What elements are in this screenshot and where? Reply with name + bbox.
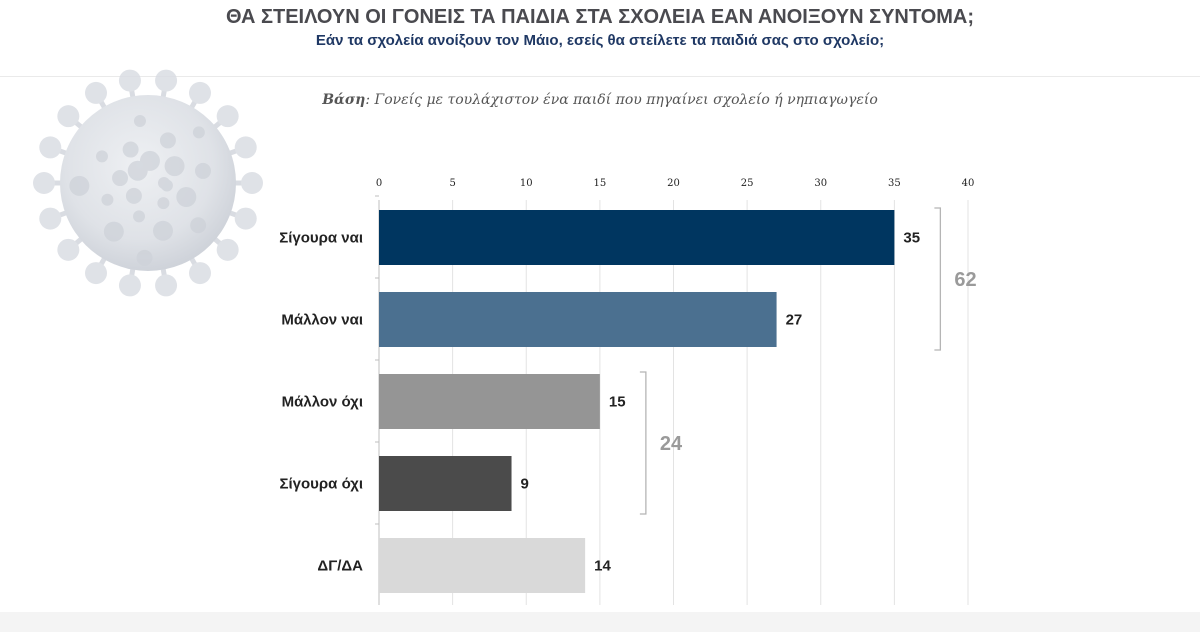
category-label: Μάλλον ναι bbox=[281, 312, 363, 329]
coronavirus-illustration bbox=[33, 69, 263, 297]
bar bbox=[379, 374, 600, 429]
x-tick-label: 30 bbox=[814, 178, 827, 189]
page-title: ΘΑ ΣΤΕΙΛΟΥΝ ΟΙ ΓΟΝΕΙΣ ΤΑ ΠΑΙΔΙΑ ΣΤΑ ΣΧΟΛ… bbox=[225, 6, 975, 28]
value-label: 27 bbox=[786, 312, 803, 329]
group-total-label: 24 bbox=[660, 433, 683, 455]
x-tick-label: 0 bbox=[376, 178, 382, 189]
footer-band bbox=[0, 612, 1200, 632]
x-tick-label: 25 bbox=[741, 178, 754, 189]
bar bbox=[379, 538, 586, 593]
header: ΘΑ ΣΤΕΙΛΟΥΝ ΟΙ ΓΟΝΕΙΣ ΤΑ ΠΑΙΔΙΑ ΣΤΑ ΣΧΟΛ… bbox=[0, 4, 1200, 52]
group-bracket bbox=[639, 371, 647, 515]
category-label: Σίγουρα ναι bbox=[279, 230, 363, 247]
value-label: 35 bbox=[903, 230, 920, 247]
group-bracket bbox=[934, 207, 942, 351]
x-tick-label: 5 bbox=[449, 178, 455, 189]
x-tick-label: 40 bbox=[962, 178, 975, 189]
basis-text: : Γονείς με τουλάχιστον ένα παιδί που πη… bbox=[365, 92, 878, 108]
value-label: 14 bbox=[594, 558, 611, 575]
group-total-label: 62 bbox=[954, 269, 976, 291]
bar bbox=[379, 210, 895, 265]
x-tick-label: 15 bbox=[594, 178, 607, 189]
value-label: 15 bbox=[609, 394, 626, 411]
category-label: Σίγουρα όχι bbox=[280, 476, 364, 493]
basis-note: Βάση: Γονείς με τουλάχιστον ένα παιδί πο… bbox=[0, 92, 1200, 108]
bar bbox=[379, 292, 777, 347]
header-divider bbox=[0, 76, 1200, 77]
category-label: Μάλλον όχι bbox=[282, 394, 363, 411]
bar bbox=[379, 456, 512, 511]
x-tick-label: 35 bbox=[888, 178, 901, 189]
x-tick-label: 10 bbox=[520, 178, 533, 189]
page-subtitle: Εάν τα σχολεία ανοίξουν τον Μάιο, εσείς … bbox=[315, 32, 885, 49]
basis-label: Βάση bbox=[322, 92, 366, 108]
value-label: 9 bbox=[521, 476, 529, 493]
x-tick-label: 20 bbox=[667, 178, 680, 189]
category-label: ΔΓ/ΔΑ bbox=[317, 558, 363, 575]
